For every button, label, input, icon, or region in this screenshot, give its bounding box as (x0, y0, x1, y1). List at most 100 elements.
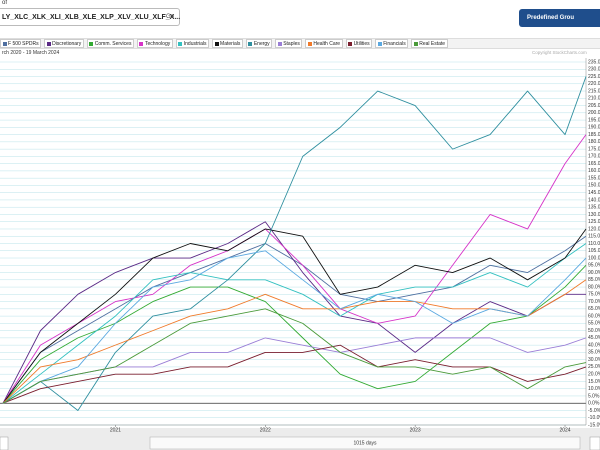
y-tick-label: -5.0% (588, 408, 600, 414)
y-tick-label: 80.0% (588, 284, 600, 290)
legend: F 500 SPDRs Discretionary Comm. Services Te… (0, 38, 600, 49)
y-tick-label: 75.0% (588, 292, 600, 298)
y-tick-label: 20.0% (588, 372, 600, 378)
series-line (2, 134, 587, 404)
y-tick-label: 25.0% (588, 364, 600, 370)
x-tick-label: 2022 (260, 427, 271, 433)
y-tick-label: 215.0% (588, 88, 600, 94)
legend-swatch (46, 41, 51, 46)
date-range: rch 2020 - 19 March 2024 (2, 50, 60, 56)
legend-item[interactable]: Comm. Services (86, 39, 134, 48)
x-tick-label: 2024 (559, 427, 570, 433)
legend-label: Materials (220, 40, 241, 47)
x-tick-label: 2021 (110, 427, 121, 433)
y-tick-label: 90.0% (588, 270, 600, 276)
symbol-text: LY_XLC_XLK_XLI_XLB_XLE_XLP_XLV_XLU_XLF_X… (2, 14, 181, 21)
y-tick-label: 60.0% (588, 313, 600, 319)
legend-item[interactable]: Energy (245, 39, 273, 48)
legend-item[interactable]: Staples (275, 39, 303, 48)
series-line (2, 243, 587, 404)
legend-swatch (139, 41, 144, 46)
y-tick-label: 30.0% (588, 357, 600, 363)
legend-label: Discretionary (52, 40, 82, 47)
legend-label: F 500 SPDRs (8, 40, 39, 47)
y-tick-label: 105.0% (588, 248, 600, 254)
legend-item[interactable]: Utilities (345, 39, 373, 48)
legend-item[interactable]: Real Estate (411, 39, 448, 48)
legend-item[interactable]: Industrials (175, 39, 210, 48)
series-line (2, 308, 587, 404)
y-tick-label: 195.0% (588, 117, 600, 123)
y-tick-label: 230.0% (588, 67, 600, 73)
predefined-groups-button[interactable]: Predefined Grou (519, 9, 600, 27)
series-line (2, 250, 587, 404)
legend-swatch (277, 41, 282, 46)
legend-swatch (2, 41, 7, 46)
y-tick-label: 210.0% (588, 96, 600, 102)
legend-item[interactable]: Materials (212, 39, 243, 48)
plot-area (0, 58, 586, 425)
legend-label: Comm. Services (94, 40, 132, 47)
series-line (2, 344, 587, 404)
y-tick-label: 45.0% (588, 335, 600, 341)
series-line (2, 228, 587, 404)
y-tick-label: 120.0% (588, 226, 600, 232)
y-tick-label: 220.0% (588, 81, 600, 87)
y-tick-label: 140.0% (588, 197, 600, 203)
y-tick-label: 130.0% (588, 212, 600, 218)
legend-item[interactable]: Technology (136, 39, 173, 48)
y-tick-label: 135.0% (588, 205, 600, 211)
x-tick-label: 2023 (410, 427, 421, 433)
series-line (2, 76, 587, 411)
y-tick-label: 165.0% (588, 161, 600, 167)
y-tick-label: 145.0% (588, 190, 600, 196)
y-tick-label: 15.0% (588, 379, 600, 385)
go-button[interactable]: Go (166, 14, 175, 20)
legend-swatch (178, 41, 183, 46)
y-tick-label: 70.0% (588, 299, 600, 305)
y-tick-label: 115.0% (588, 234, 600, 240)
y-tick-label: 50.0% (588, 328, 600, 334)
legend-label: Energy (253, 40, 270, 47)
y-tick-label: 190.0% (588, 125, 600, 131)
y-tick-label: 55.0% (588, 321, 600, 327)
y-tick-label: 40.0% (588, 342, 600, 348)
y-tick-label: 85.0% (588, 277, 600, 283)
series-line (2, 264, 587, 404)
y-tick-label: 225.0% (588, 74, 600, 80)
scroll-left[interactable] (0, 436, 9, 450)
scroll-label: 1015 days (353, 440, 377, 446)
y-tick-label: 170.0% (588, 154, 600, 160)
y-tick-label: 0.0% (588, 401, 600, 407)
y-tick-label: 200.0% (588, 110, 600, 116)
legend-item[interactable]: Health Care (305, 39, 343, 48)
legend-label: Health Care (313, 40, 341, 47)
y-tick-label: 95.0% (588, 263, 600, 269)
scroll-thumb[interactable] (149, 436, 581, 450)
legend-item[interactable]: Discretionary (44, 39, 84, 48)
y-tick-label: 155.0% (588, 175, 600, 181)
legend-label: Technology (144, 40, 171, 47)
legend-label: Industrials (183, 40, 207, 47)
y-tick-label: 10.0% (588, 386, 600, 392)
y-tick-label: -15.0% (588, 422, 600, 428)
symbol-input[interactable]: LY_XLC_XLK_XLI_XLB_XLE_XLP_XLV_XLU_XLF_X… (0, 8, 180, 26)
series-line (2, 221, 586, 404)
legend-swatch (214, 41, 219, 46)
y-tick-label: 160.0% (588, 168, 600, 174)
legend-item[interactable]: F 500 SPDRs (0, 39, 42, 48)
legend-swatch (348, 41, 353, 46)
legend-swatch (89, 41, 94, 46)
legend-label: Financials (383, 40, 406, 47)
y-tick-label: 150.0% (588, 183, 600, 189)
y-tick-label: 100.0% (588, 255, 600, 261)
scroll-right[interactable] (589, 436, 600, 450)
legend-swatch (307, 41, 312, 46)
y-tick-label: -10.0% (588, 415, 600, 421)
legend-swatch (248, 41, 253, 46)
y-tick-label: 125.0% (588, 219, 600, 225)
legend-item[interactable]: Financials (375, 39, 409, 48)
copyright: Copyright StockCharts.com (532, 50, 587, 55)
